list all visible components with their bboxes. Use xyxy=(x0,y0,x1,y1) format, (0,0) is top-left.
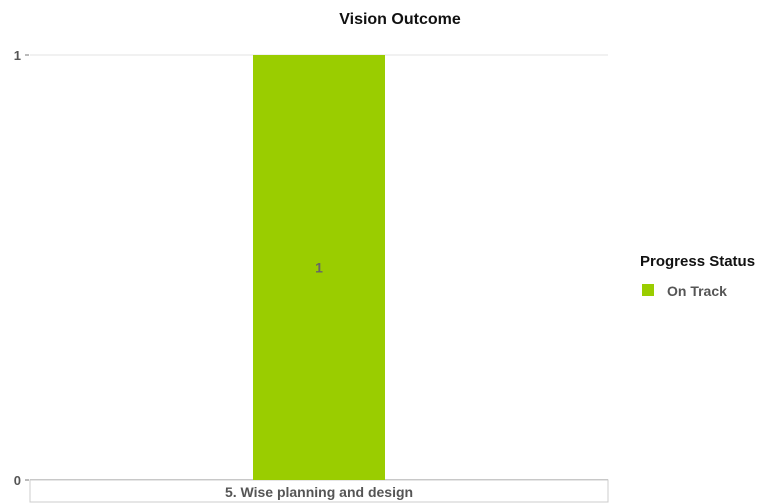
data-label: 1 xyxy=(315,260,323,276)
y-tick-label: 1 xyxy=(14,48,21,63)
category-label: 5. Wise planning and design xyxy=(225,484,413,500)
plot-area: 0 1 5. Wise planning and design 1 xyxy=(14,48,609,503)
y-tick-label: 0 xyxy=(14,473,21,488)
chart-title: Vision Outcome xyxy=(339,11,461,28)
legend-label-on-track: On Track xyxy=(667,283,727,299)
bar-on-track xyxy=(253,55,385,480)
legend: Progress Status On Track xyxy=(640,253,755,299)
legend-title: Progress Status xyxy=(640,253,755,270)
legend-swatch-on-track xyxy=(642,284,654,296)
